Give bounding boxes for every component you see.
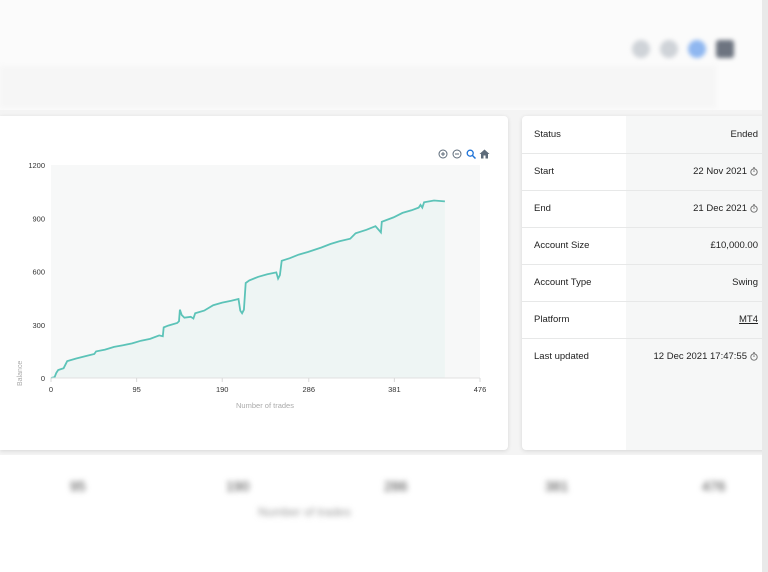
balance-chart-card: 0 300 600 900 1200 0 95 190 286 381 476 Balance N… — [0, 116, 508, 450]
header-icon[interactable] — [660, 40, 678, 58]
header-icons — [632, 40, 734, 58]
challenge-info-card: Status Ended Start 22 Nov 2021 End 21 De… — [522, 116, 768, 450]
y-tick-label: 0 — [41, 374, 45, 383]
info-row-end: End 21 Dec 2021 — [522, 190, 768, 228]
info-row-start: Start 22 Nov 2021 — [522, 153, 768, 191]
x-tick-label: 0 — [49, 385, 53, 394]
home-icon[interactable] — [716, 40, 734, 58]
info-value: Ended — [730, 129, 758, 140]
zoom-out-icon[interactable] — [451, 148, 462, 159]
y-tick-label: 300 — [32, 321, 45, 330]
stopwatch-icon — [750, 352, 758, 361]
info-row-account-type: Account Type Swing — [522, 264, 768, 302]
info-label: Start — [534, 166, 555, 177]
x-tick-label: 476 — [474, 385, 487, 394]
value-column-background — [626, 116, 768, 450]
magnify-icon[interactable] — [465, 148, 476, 159]
chart-toolbar — [437, 148, 490, 159]
info-label: Platform — [534, 314, 570, 325]
info-value-wrap: 12 Dec 2021 17:47:55 — [654, 351, 759, 362]
balance-chart: 0 300 600 900 1200 0 95 190 286 381 476 Balance N… — [17, 161, 487, 410]
balance-series-line — [50, 199, 445, 379]
info-label: Account Size — [534, 240, 590, 251]
info-value-wrap: 22 Nov 2021 — [693, 166, 758, 177]
tab-strip-background — [0, 66, 716, 108]
header-icon[interactable] — [632, 40, 650, 58]
y-axis-label: Balance — [17, 361, 24, 386]
zoom-in-icon[interactable] — [437, 148, 448, 159]
info-row-status: Status Ended — [522, 116, 768, 154]
y-tick-label: 1200 — [28, 161, 45, 170]
balance-area — [51, 200, 445, 378]
platform-link[interactable]: MT4 — [739, 314, 758, 325]
y-tick-label: 900 — [32, 214, 45, 223]
background-tick: 381 — [545, 478, 569, 494]
info-label: Status — [534, 129, 561, 140]
x-tick-label: 381 — [388, 385, 401, 394]
background-x-label: Number of trades — [258, 505, 351, 519]
background-chart-ticks: 95 190 286 381 476 — [0, 478, 768, 498]
scrollbar-track[interactable] — [762, 0, 768, 572]
y-tick-label: 600 — [32, 268, 45, 277]
stopwatch-icon — [750, 167, 758, 176]
info-value-wrap: 21 Dec 2021 — [693, 203, 758, 214]
info-value: 12 Dec 2021 17:47:55 — [653, 351, 748, 362]
info-row-platform: Platform MT4 — [522, 301, 768, 339]
background-tick: 190 — [226, 478, 250, 494]
x-axis-label: Number of trades — [236, 401, 294, 410]
search-icon[interactable] — [688, 40, 706, 58]
background-tick: 95 — [70, 478, 86, 494]
info-value: £10,000.00 — [710, 240, 758, 251]
info-row-account-size: Account Size £10,000.00 — [522, 227, 768, 265]
info-label: End — [534, 203, 551, 214]
info-row-last-updated: Last updated 12 Dec 2021 17:47:55 — [522, 338, 768, 375]
background-tick: 286 — [384, 478, 408, 494]
info-value: Swing — [732, 277, 758, 288]
x-tick-label: 286 — [303, 385, 316, 394]
x-tick-label: 190 — [216, 385, 229, 394]
info-value: 21 Dec 2021 — [693, 203, 747, 214]
info-label: Account Type — [534, 277, 592, 288]
background-chart — [0, 455, 768, 572]
info-value: 22 Nov 2021 — [693, 166, 747, 177]
stopwatch-icon — [750, 204, 758, 213]
x-tick-label: 95 — [132, 385, 140, 394]
background-tick: 476 — [702, 478, 726, 494]
home-icon[interactable] — [479, 148, 490, 159]
info-label: Last updated — [534, 351, 589, 362]
